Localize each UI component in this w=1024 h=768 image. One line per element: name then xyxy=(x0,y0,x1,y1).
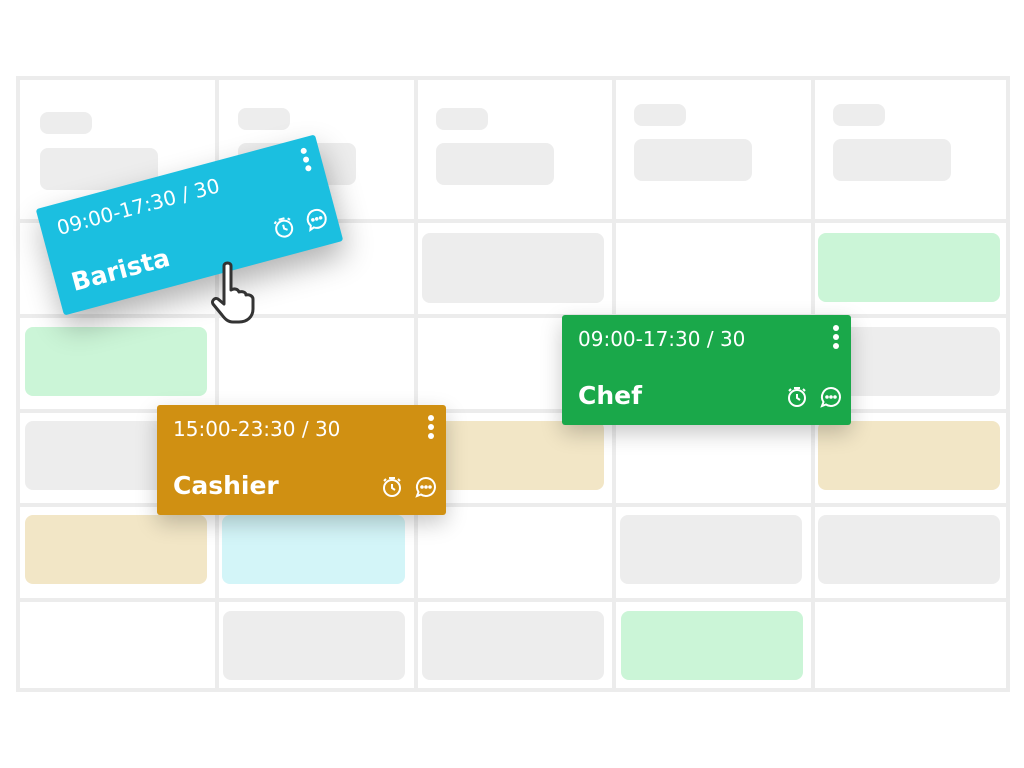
hand-pointer-icon xyxy=(211,261,255,324)
shift-role: Chef xyxy=(578,381,642,410)
more-vertical-icon[interactable] xyxy=(833,325,841,352)
grid-cell[interactable] xyxy=(418,507,612,598)
grid-cell[interactable] xyxy=(616,223,811,314)
schedule-grid xyxy=(16,76,1010,692)
placeholder-block xyxy=(25,515,207,584)
more-vertical-icon[interactable] xyxy=(300,147,315,175)
shift-role: Barista xyxy=(68,242,173,297)
more-vertical-icon[interactable] xyxy=(428,415,436,442)
stopwatch-icon[interactable] xyxy=(785,385,809,409)
placeholder-block xyxy=(223,611,405,680)
placeholder-block xyxy=(222,515,405,584)
shift-card-barista[interactable]: 09:00-17:30 / 30 Barista xyxy=(35,134,344,316)
placeholder-block xyxy=(833,104,885,126)
comment-icon[interactable] xyxy=(302,204,331,233)
placeholder-block xyxy=(634,104,686,126)
shift-time: 09:00-17:30 / 30 xyxy=(578,327,746,351)
placeholder-block xyxy=(436,108,488,130)
shift-role: Cashier xyxy=(173,471,279,500)
placeholder-block xyxy=(238,108,290,130)
grid-cell[interactable] xyxy=(20,602,215,688)
placeholder-block xyxy=(25,327,207,396)
placeholder-block xyxy=(620,515,802,584)
placeholder-block xyxy=(40,112,92,134)
shift-card-chef[interactable]: 09:00-17:30 / 30 Chef xyxy=(562,315,851,425)
shift-card-cashier[interactable]: 15:00-23:30 / 30 Cashier xyxy=(157,405,446,515)
placeholder-block xyxy=(833,139,951,181)
placeholder-block xyxy=(422,611,604,680)
stopwatch-icon[interactable] xyxy=(269,213,298,242)
comment-icon[interactable] xyxy=(819,385,843,409)
grid-cell[interactable] xyxy=(815,602,1006,688)
placeholder-block xyxy=(818,421,1000,490)
grid-cell[interactable] xyxy=(616,413,811,503)
stopwatch-icon[interactable] xyxy=(380,475,404,499)
placeholder-block xyxy=(818,515,1000,584)
placeholder-block xyxy=(422,233,604,303)
placeholder-block xyxy=(621,611,803,680)
placeholder-block xyxy=(634,139,752,181)
shift-time: 15:00-23:30 / 30 xyxy=(173,417,341,441)
grid-cell[interactable] xyxy=(219,318,414,409)
placeholder-block xyxy=(422,421,604,490)
comment-icon[interactable] xyxy=(414,475,438,499)
placeholder-block xyxy=(818,233,1000,302)
placeholder-block xyxy=(436,143,554,185)
